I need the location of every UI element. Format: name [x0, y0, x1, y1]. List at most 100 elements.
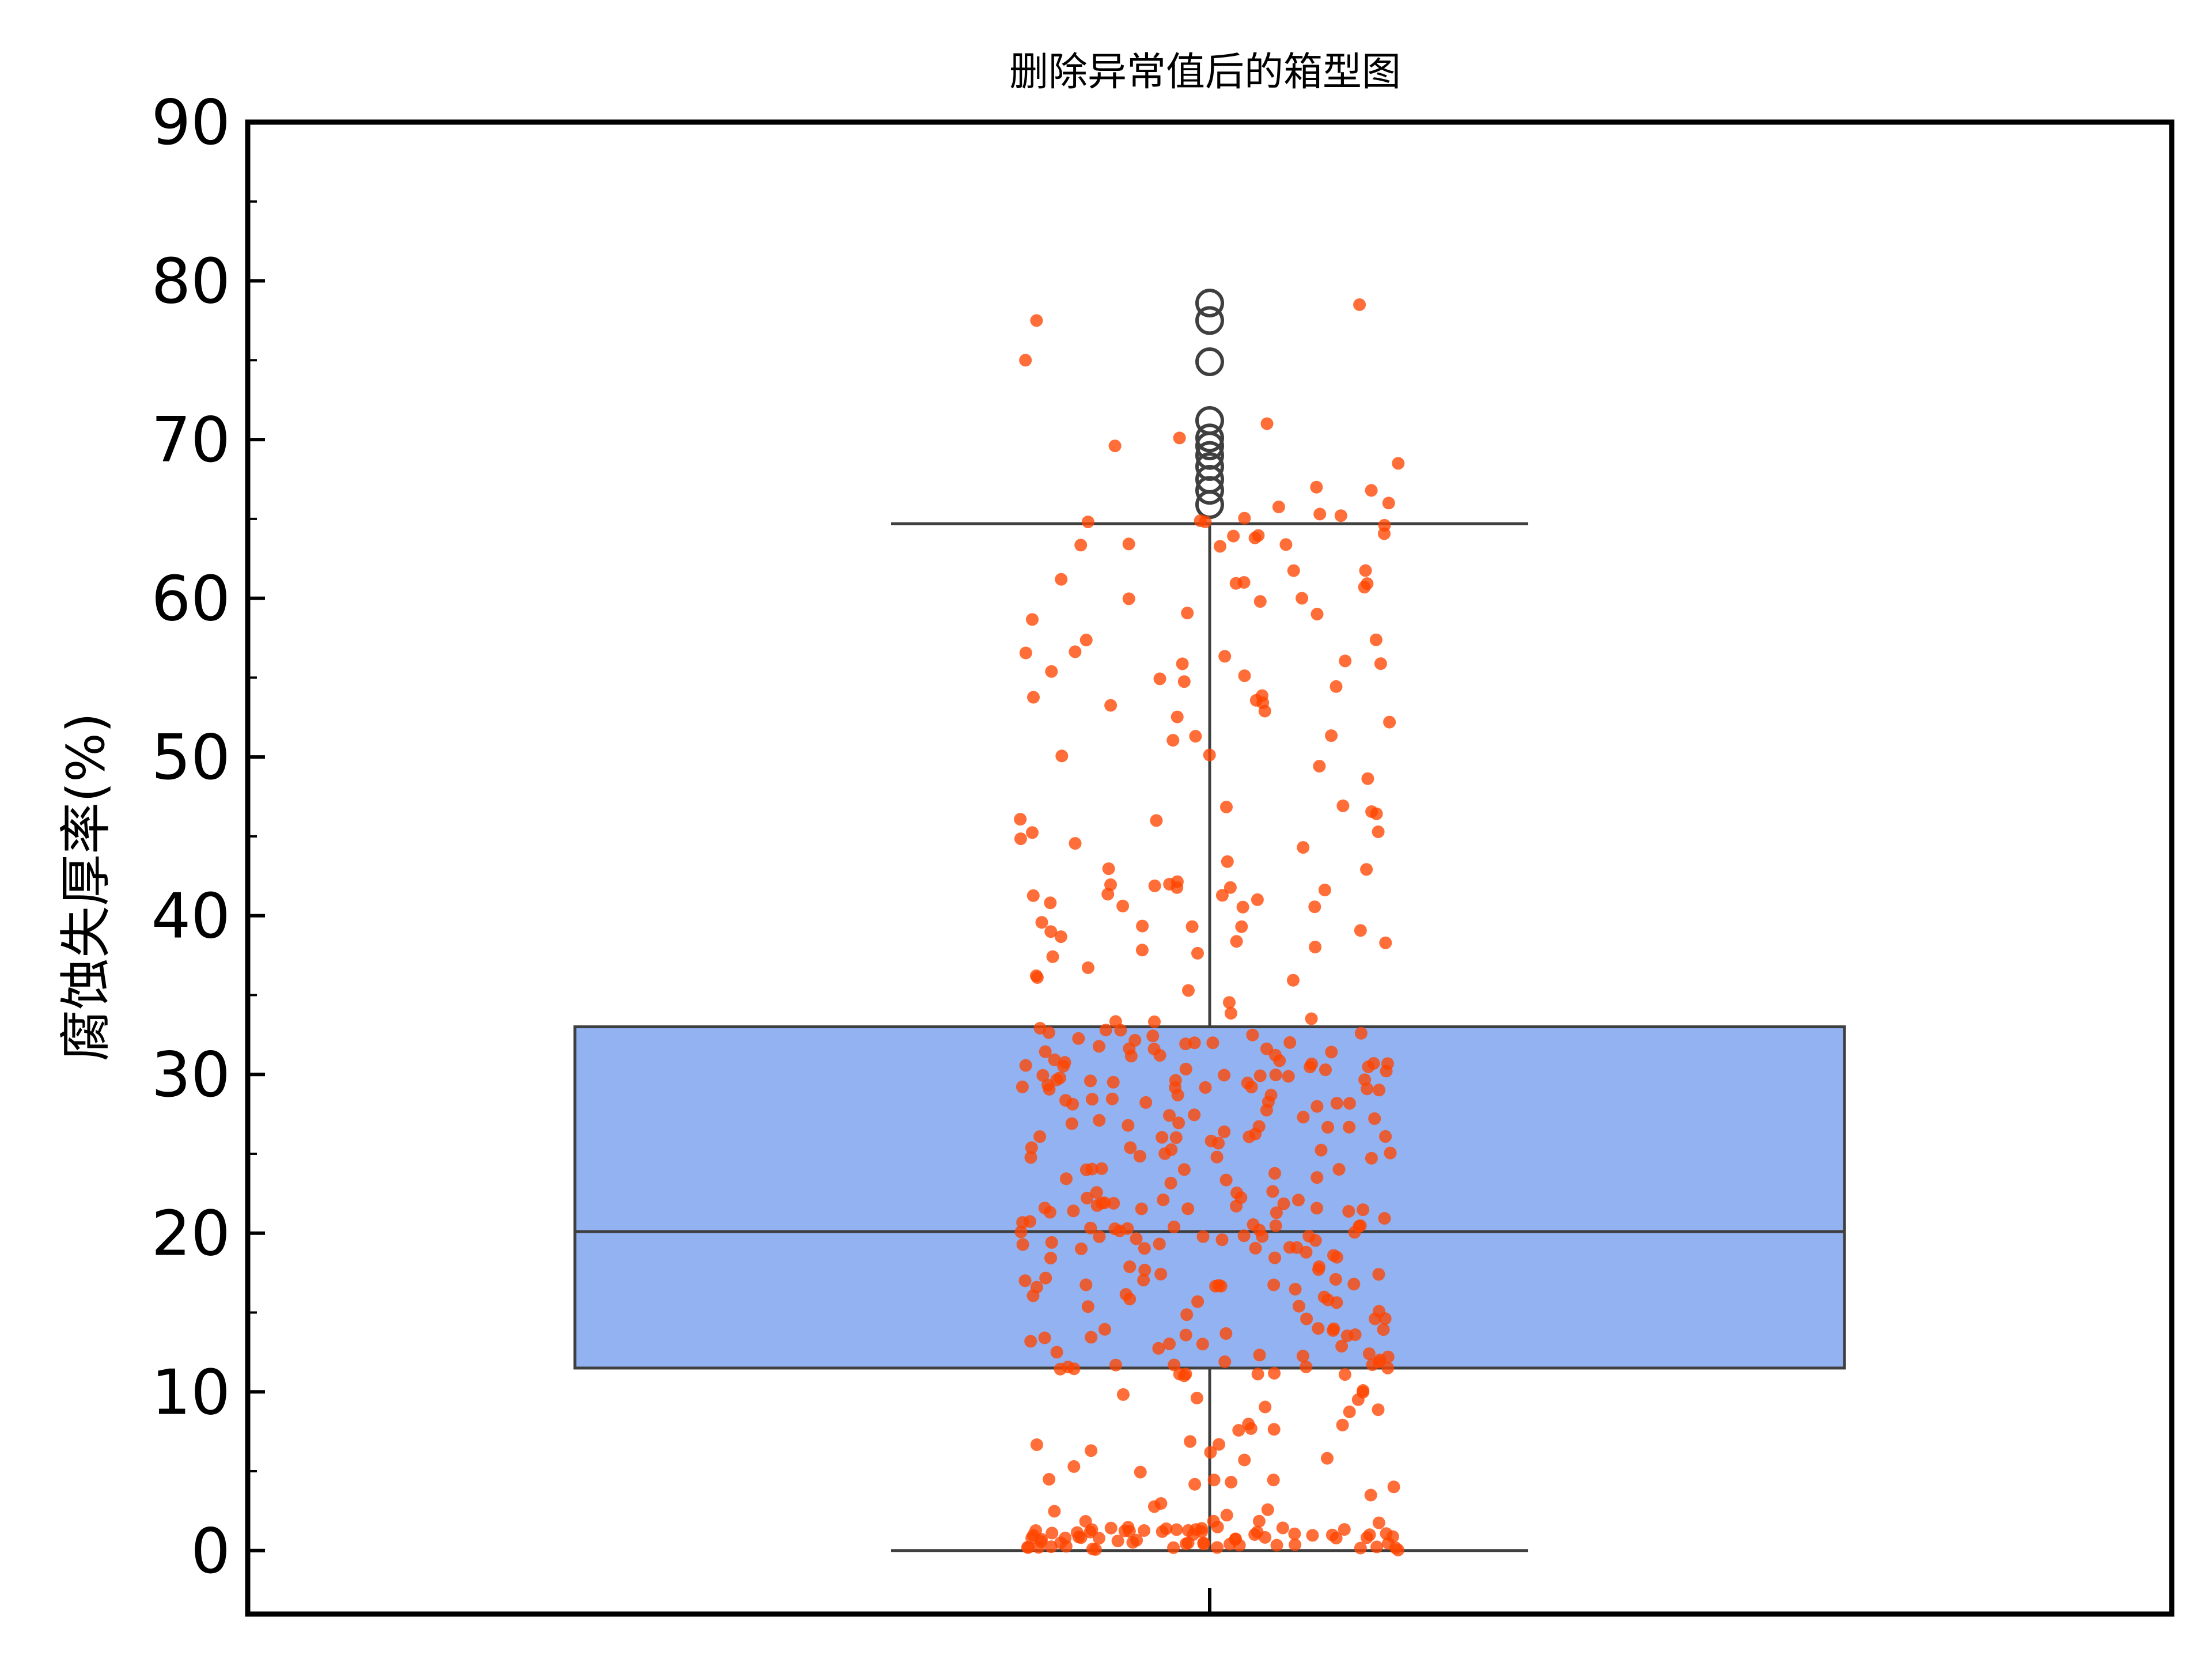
data-point — [1177, 1369, 1191, 1382]
data-point — [1292, 1194, 1305, 1207]
data-point — [1365, 484, 1378, 497]
data-point — [1102, 862, 1115, 876]
data-point — [1123, 1260, 1137, 1274]
data-point — [1251, 1368, 1264, 1381]
data-point — [1349, 1328, 1362, 1341]
data-point — [1218, 1355, 1232, 1368]
data-point — [1238, 1453, 1251, 1467]
data-point — [1381, 1057, 1394, 1070]
data-point — [1372, 1268, 1385, 1281]
data-point — [1025, 1532, 1039, 1545]
data-point — [1224, 1007, 1237, 1020]
data-point — [1223, 996, 1236, 1009]
data-point — [1277, 1197, 1290, 1210]
data-point — [1232, 1424, 1245, 1437]
data-point — [1279, 538, 1293, 551]
data-point — [1086, 1093, 1099, 1106]
data-point — [1373, 1353, 1387, 1366]
data-point — [1108, 1222, 1122, 1236]
data-point — [1330, 1532, 1343, 1545]
data-point — [1137, 1274, 1150, 1287]
data-point — [1211, 1541, 1224, 1554]
data-point — [1283, 1036, 1297, 1049]
data-point — [1218, 1125, 1231, 1138]
data-point — [1219, 1327, 1233, 1340]
data-point — [1220, 801, 1233, 813]
data-point — [1059, 1531, 1072, 1544]
data-point — [1378, 1212, 1391, 1225]
data-point — [1190, 1392, 1203, 1404]
data-point — [1018, 1274, 1032, 1287]
data-point — [1092, 1532, 1105, 1545]
data-point — [1147, 1500, 1161, 1513]
outlier-marker — [1195, 423, 1224, 453]
data-point — [1319, 1063, 1332, 1077]
data-point — [1354, 924, 1367, 937]
data-point — [1310, 480, 1323, 494]
data-point — [1308, 900, 1321, 914]
data-point — [1359, 564, 1372, 577]
iqr-box — [573, 1025, 1846, 1370]
plot-area — [573, 289, 1846, 1556]
data-point — [1289, 1283, 1302, 1296]
data-point — [1075, 1242, 1088, 1255]
data-point — [1330, 1251, 1343, 1264]
data-point — [1310, 1100, 1324, 1113]
data-point — [1024, 1335, 1037, 1348]
data-point — [1044, 1540, 1058, 1554]
data-point — [1224, 1537, 1236, 1551]
data-point — [1305, 1012, 1318, 1025]
data-point — [1327, 1322, 1340, 1335]
data-point — [1191, 946, 1204, 960]
data-point — [1227, 529, 1240, 543]
data-point — [1095, 1196, 1108, 1210]
data-point — [1269, 1048, 1282, 1062]
data-point — [1128, 1033, 1142, 1047]
data-point — [1025, 1141, 1038, 1154]
data-point — [1310, 608, 1324, 621]
data-point — [1372, 825, 1385, 838]
data-point — [1253, 595, 1267, 608]
data-point — [1109, 1015, 1122, 1028]
data-point — [1197, 1536, 1210, 1550]
data-point — [1146, 1029, 1160, 1043]
data-point — [1212, 1137, 1225, 1150]
data-point — [1147, 1043, 1161, 1055]
data-point — [1136, 919, 1149, 933]
data-point — [1101, 888, 1115, 901]
data-point — [1084, 1525, 1097, 1539]
data-point — [1354, 1541, 1367, 1555]
data-point — [1084, 1221, 1097, 1234]
data-point — [1347, 1278, 1361, 1291]
data-point — [1312, 1322, 1325, 1335]
data-point — [1014, 832, 1027, 846]
data-point — [1016, 1238, 1029, 1251]
data-point — [1060, 1172, 1073, 1185]
data-point — [1054, 1362, 1067, 1376]
data-point — [1249, 1241, 1262, 1255]
data-point — [1016, 1216, 1029, 1229]
data-point — [1042, 1026, 1055, 1039]
data-point — [1164, 1176, 1177, 1190]
data-point — [1374, 657, 1387, 671]
data-point — [1019, 354, 1032, 367]
y-tick-label: 0 — [191, 1516, 230, 1588]
data-point — [1313, 1260, 1325, 1273]
data-point — [1268, 1166, 1281, 1180]
data-point — [1214, 1279, 1228, 1293]
data-point — [1251, 893, 1264, 906]
data-point — [1093, 1230, 1106, 1243]
data-point — [1361, 577, 1374, 590]
data-point — [1026, 826, 1039, 839]
data-point — [1179, 1537, 1192, 1551]
y-tick-label: 70 — [151, 404, 230, 476]
data-point — [1038, 1202, 1051, 1215]
data-point — [1152, 1342, 1165, 1355]
data-point — [1014, 813, 1027, 826]
data-point — [1044, 896, 1057, 910]
data-point — [1220, 1509, 1233, 1522]
data-point — [1189, 730, 1202, 743]
data-point — [1199, 1081, 1212, 1094]
data-point — [1135, 944, 1149, 957]
data-point — [1122, 1119, 1135, 1132]
